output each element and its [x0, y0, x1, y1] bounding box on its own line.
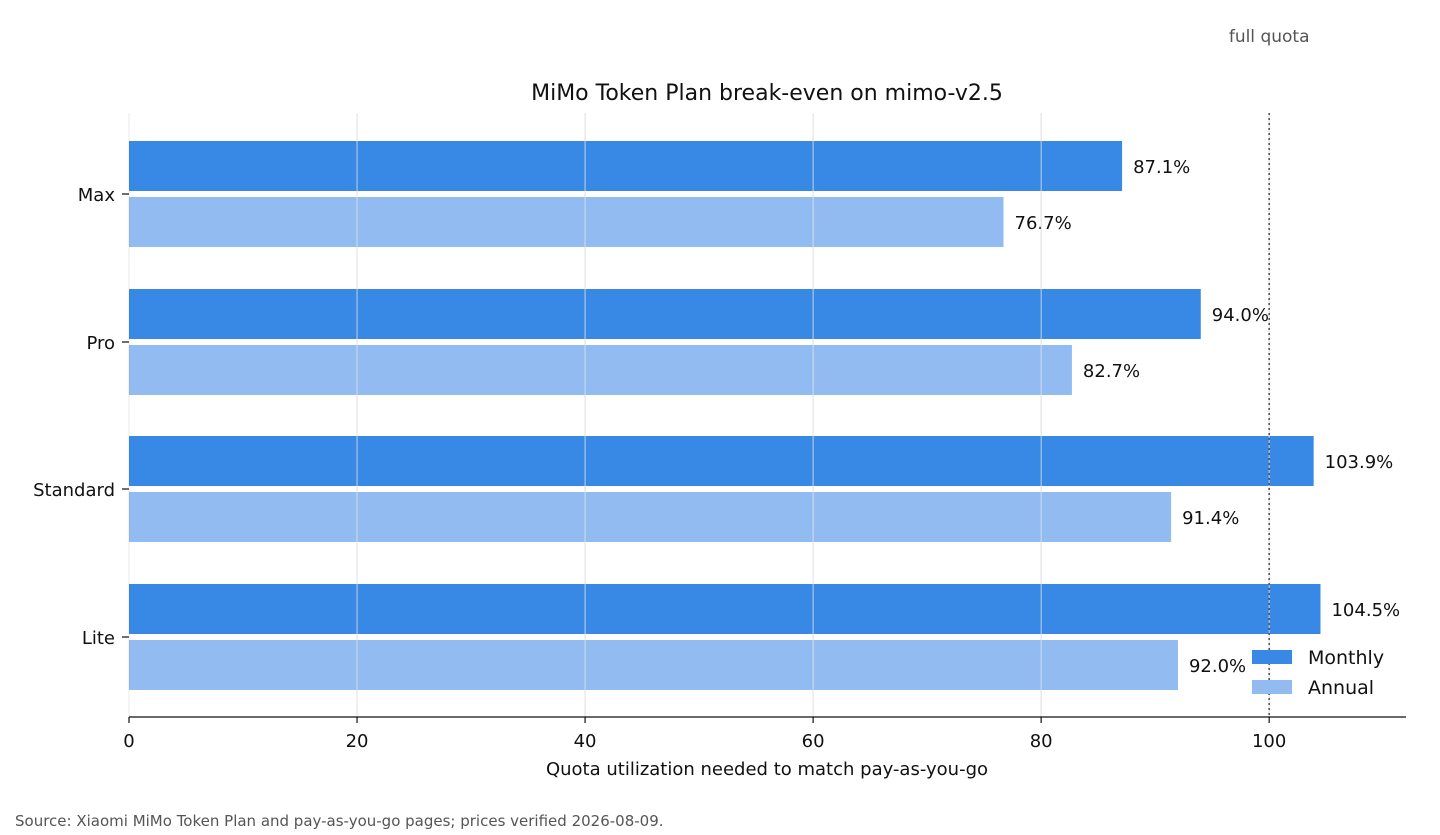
y-tick-label: Standard: [33, 480, 115, 501]
legend-swatch-monthly: [1252, 650, 1292, 664]
x-tick-label: 0: [123, 731, 134, 752]
x-tick-label: 80: [1030, 731, 1053, 752]
y-tick-label: Pro: [86, 333, 115, 354]
source-note: Source: Xiaomi MiMo Token Plan and pay-a…: [15, 812, 664, 830]
bar-monthly-lite: [129, 584, 1321, 634]
bar-annual-lite: [129, 640, 1178, 690]
chart-title: MiMo Token Plan break-even on mimo-v2.5: [531, 81, 1003, 106]
data-label: 91.4%: [1182, 508, 1239, 529]
data-label: 104.5%: [1331, 600, 1400, 621]
legend: Monthly Annual: [1252, 647, 1384, 699]
reference-line-group: full quota: [1229, 27, 1310, 717]
bar-annual-standard: [129, 492, 1172, 542]
legend-label-monthly: Monthly: [1308, 647, 1384, 669]
bar-annual-max: [129, 197, 1004, 247]
x-tick-label: 40: [574, 731, 597, 752]
data-label: 92.0%: [1189, 656, 1246, 677]
bar-annual-pro: [129, 345, 1072, 395]
bar-monthly-max: [129, 141, 1123, 191]
data-label: 94.0%: [1212, 305, 1269, 326]
data-label: 76.7%: [1015, 213, 1072, 234]
axes: 0 20 40 60 80 100 Max Pro Standard Lite: [33, 113, 1406, 752]
x-axis-label: Quota utilization needed to match pay-as…: [546, 759, 988, 780]
reference-line-label: full quota: [1229, 27, 1310, 47]
x-tick-label: 60: [802, 731, 825, 752]
x-tick-label: 20: [346, 731, 369, 752]
data-label: 82.7%: [1083, 361, 1140, 382]
legend-swatch-annual: [1252, 680, 1292, 694]
y-tick-label: Lite: [82, 628, 115, 649]
x-tick-label: 100: [1252, 731, 1286, 752]
data-label: 87.1%: [1133, 157, 1190, 178]
data-label: 103.9%: [1325, 452, 1394, 473]
bar-monthly-pro: [129, 289, 1201, 339]
y-tick-label: Max: [78, 185, 116, 206]
bar-monthly-standard: [129, 436, 1314, 486]
bars: 87.1% 76.7% 94.0% 82.7% 103.9% 91.4% 104.5% 92.…: [129, 113, 1400, 717]
legend-label-annual: Annual: [1308, 677, 1374, 699]
